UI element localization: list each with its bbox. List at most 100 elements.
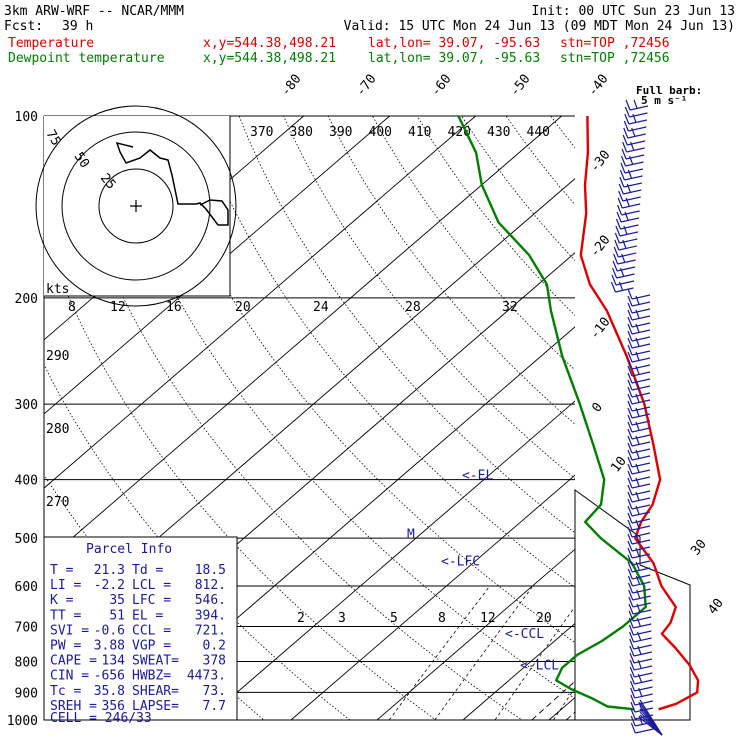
wind-barb-flag <box>625 197 630 207</box>
wind-barb <box>627 568 651 580</box>
hodograph-ring <box>61 131 211 281</box>
wind-barb-flag <box>619 267 625 277</box>
wind-barb-flag <box>635 505 640 515</box>
wind-barb-shaft <box>627 133 646 139</box>
wind-barb-shaft <box>631 448 651 454</box>
wind-barb-flag <box>638 687 643 697</box>
wind-barb <box>627 449 651 461</box>
wind-barb-flag <box>635 575 641 585</box>
wind-barb-flag <box>630 722 636 734</box>
wind-barb-flag <box>628 617 634 629</box>
isotherm-label: -80 <box>278 72 304 100</box>
wind-barb-flag <box>617 197 623 209</box>
wind-barb <box>627 421 651 433</box>
wind-barb <box>625 99 649 111</box>
wind-barb-flag <box>627 533 633 545</box>
wind-barb-flag <box>627 470 633 482</box>
wind-barb-flag <box>613 253 619 265</box>
wind-barb-shaft <box>631 532 651 538</box>
wind-barb-shaft <box>631 406 651 412</box>
hodograph-trace <box>199 199 229 226</box>
wind-barb-shaft <box>631 301 651 307</box>
isotherm-line <box>204 400 575 720</box>
parcel-param-value: 73. <box>203 684 226 699</box>
wind-barb-flag <box>629 631 635 643</box>
wind-barb-shaft <box>622 203 641 209</box>
wind-barb-shaft <box>632 567 651 573</box>
wind-barb <box>627 512 651 524</box>
wind-barb-flag <box>627 421 633 433</box>
wind-barb-flag <box>632 113 637 123</box>
barb-column-frame <box>574 489 691 721</box>
wind-barb-flag <box>633 99 638 109</box>
parcel-param-label: LI = <box>50 578 81 593</box>
isotherm-line <box>721 116 740 720</box>
wind-barb-shaft <box>633 616 652 622</box>
wind-barb-shaft <box>631 434 651 440</box>
wind-barb-flag <box>628 596 634 608</box>
moist-adiabat-line <box>601 298 740 720</box>
adiabat-side-label: 290 <box>46 349 69 364</box>
dry-adiabat-label: 370 <box>250 125 273 140</box>
wind-barb-flag <box>635 491 640 501</box>
mixing-ratio-line <box>434 585 534 720</box>
wind-barb-flag <box>627 414 633 426</box>
parcel-param-label: SWEAT= <box>132 654 179 669</box>
level-marker-lcl: <-LCL <box>520 658 559 673</box>
wind-barb <box>616 211 640 223</box>
wind-barb <box>614 232 638 244</box>
wind-barb-flag <box>627 365 633 377</box>
wind-barb <box>627 330 651 342</box>
wind-barb-shaft <box>615 280 635 286</box>
wind-barb <box>615 225 639 237</box>
wind-barb <box>627 372 651 384</box>
wind-barb-flag <box>622 239 627 249</box>
parcel-param-value: -656 <box>94 669 125 684</box>
wind-barb-flag <box>627 379 633 391</box>
barb-note-title: Full barb: <box>636 84 702 97</box>
hodograph-ring-label: 50 <box>71 150 92 171</box>
wind-barb-shaft <box>617 259 636 265</box>
dry-adiabat-label: 390 <box>329 125 352 140</box>
parcel-param-label: PW = <box>50 639 81 654</box>
pressure-tick-label: 500 <box>15 532 38 547</box>
wind-barb-flag <box>627 309 633 321</box>
wind-barb <box>627 337 651 349</box>
wind-barb <box>627 554 651 566</box>
mixing-ratio-line <box>553 687 575 720</box>
wind-barb-flag <box>610 281 616 293</box>
wind-barb-flag <box>630 141 635 151</box>
temperature-profile <box>579 115 700 711</box>
wind-barb-shaft <box>633 658 653 664</box>
wind-barb-shaft <box>622 196 641 202</box>
wind-barb-shaft <box>633 665 653 671</box>
wind-barb <box>629 673 653 685</box>
wind-barb-flag <box>635 337 640 347</box>
mixing-ratio-top-label: 32 <box>502 300 518 315</box>
pressure-tick-label: 700 <box>15 620 38 635</box>
wind-barb-shaft <box>624 175 643 181</box>
mixing-ratio-top-label: 16 <box>166 300 182 315</box>
wind-barb-flag <box>626 183 631 193</box>
wind-barb-flag <box>615 225 621 237</box>
wind-barb <box>612 260 636 272</box>
wind-barb-flag <box>627 575 633 587</box>
dry-adiabat-line <box>416 116 575 316</box>
wind-barb <box>627 393 651 405</box>
parcel-param-label: LFC = <box>132 593 171 608</box>
wind-barb <box>627 484 651 496</box>
wind-barb-shaft <box>620 217 640 223</box>
dry-adiabat-line <box>105 116 575 699</box>
wind-barb-shaft <box>633 623 652 629</box>
wind-barb-flag <box>627 519 633 531</box>
wind-barb-shaft <box>631 413 651 419</box>
wind-barb-shaft <box>632 602 651 608</box>
dry-adiabat-line <box>149 116 575 644</box>
wind-barb-flag <box>627 428 633 440</box>
wind-barb-shaft <box>631 483 651 489</box>
wind-barb <box>629 666 653 678</box>
wind-barb-flag <box>627 512 633 524</box>
wind-barb <box>630 694 653 706</box>
parcel-info-box <box>43 536 238 721</box>
wind-barb-shaft <box>618 252 637 258</box>
